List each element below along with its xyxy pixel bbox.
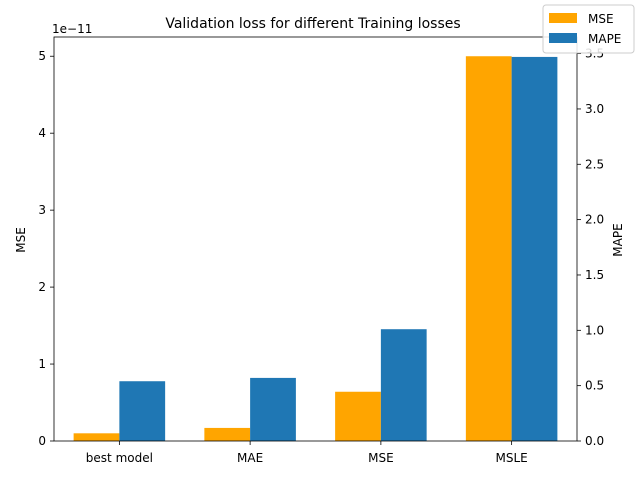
left-axis-offset-label: 1e−11 (52, 22, 92, 36)
bar-mse-mae (204, 427, 251, 441)
axes-group: best model MAE MSE MSLE 0 1 2 3 4 5 0.0 0.5 1.0 1.5 2.… (38, 36, 604, 465)
bars-group (73, 56, 558, 442)
legend-label-mse: MSE (588, 12, 614, 26)
left-y-tick-label: 1 (38, 357, 46, 371)
right-y-tick-label: 0.5 (585, 379, 604, 393)
right-y-tick-label: 1.5 (585, 268, 604, 282)
left-y-tick-label: 3 (38, 203, 46, 217)
bar-mape-best-model (119, 381, 166, 441)
x-tick-label: MAE (237, 451, 263, 465)
bar-mape-mae (250, 377, 296, 441)
legend-swatch-mse (549, 13, 577, 23)
legend-label-mape: MAPE (588, 32, 621, 46)
legend: MSE MAPE (542, 4, 635, 54)
left-y-tick-label: 4 (38, 126, 46, 140)
left-y-tick-label: 0 (38, 434, 46, 448)
bar-mape-mse (380, 329, 427, 441)
right-y-tick-label: 3.0 (585, 102, 604, 116)
right-y-tick-label: 2.5 (585, 157, 604, 171)
bar-mse-best-model (73, 433, 120, 441)
right-y-tick-label: 0.0 (585, 434, 604, 448)
left-y-tick-label: 5 (38, 49, 46, 63)
chart-title: Validation loss for different Training l… (165, 16, 460, 32)
right-y-tick-label: 2.0 (585, 213, 604, 227)
right-y-tick-label: 1.0 (585, 323, 604, 337)
bar-mape-msle (511, 56, 558, 442)
plot-frame (53, 36, 578, 442)
bar-mse-mse (335, 391, 381, 441)
legend-swatch-mape (549, 33, 577, 43)
x-tick-label: MSE (368, 451, 394, 465)
bar-mse-msle (465, 56, 512, 441)
x-tick-label: MSLE (496, 451, 528, 465)
right-axis-label: MAPE (611, 223, 625, 256)
x-tick-label: best model (86, 451, 153, 465)
left-y-tick-label: 2 (38, 280, 46, 294)
left-axis-label: MSE (14, 227, 28, 253)
